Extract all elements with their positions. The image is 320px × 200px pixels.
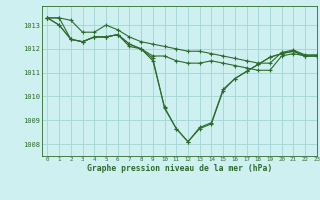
X-axis label: Graphe pression niveau de la mer (hPa): Graphe pression niveau de la mer (hPa) (87, 164, 272, 173)
